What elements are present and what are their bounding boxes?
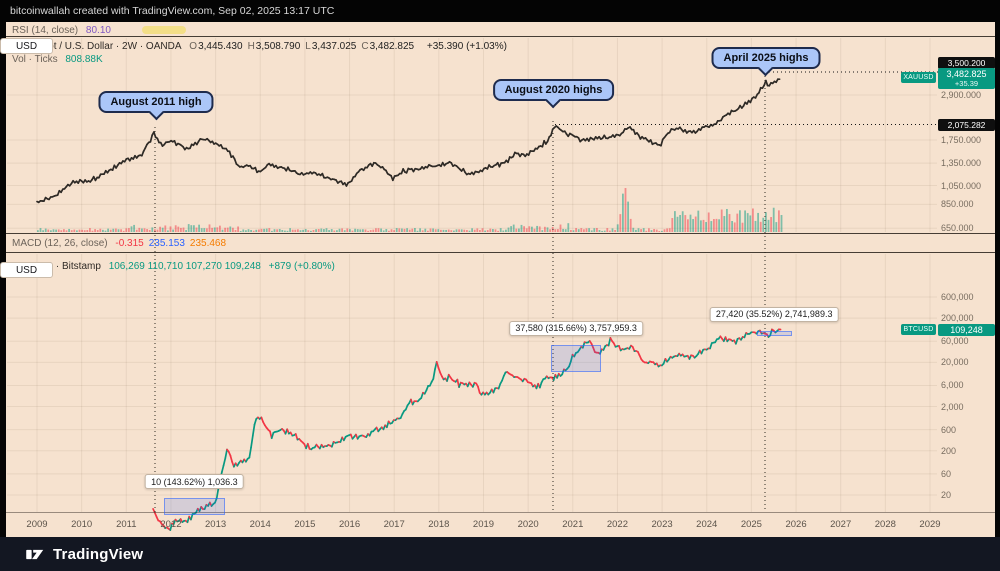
time-axis-year: 2028 [874,519,896,530]
gold-high-level-tag: 3,500.200 [938,57,995,69]
gold-vol-value: 808.88K [65,54,103,65]
time-axis-year: 2025 [740,519,762,530]
price-range-box[interactable] [164,498,225,516]
price-range-box[interactable] [756,330,792,337]
tradingview-wordmark[interactable]: TradingView [53,545,144,563]
annotation-callout[interactable]: April 2025 highs [711,47,821,77]
legend-macd[interactable]: MACD (12, 26, close) -0.315 235.153 235.46… [12,238,236,249]
gold-ohlc-key: L [305,41,311,52]
gold-vol-label: Vol · Ticks [12,54,58,65]
gold-ohlc-key: H [247,41,255,52]
btc-axis-tick: 60 [941,468,952,479]
pane-separator-rsi[interactable] [6,36,995,37]
btc-axis-tick: 20,000 [941,357,969,368]
time-axis-year: 2017 [383,519,405,530]
gold-axis-tick: 850.000 [941,199,974,210]
time-axis-year: 2024 [696,519,718,530]
legend-btc[interactable]: BTCUSD · Bitstamp 106,269 110,710 107,27… [12,261,340,272]
attribution-bar: bitcoinwallah created with TradingView.c… [0,0,1000,22]
time-axis-year: 2022 [606,519,629,530]
time-axis-year: 2016 [338,519,361,530]
btc-axis-tick: 200,000 [941,313,974,324]
gold-last-price-tag: 3,482.825 +35.39 [938,68,995,89]
gold-ohlc-value: 3,508.790 [255,41,301,52]
gold-ohlc-key: O [189,41,198,52]
btc-ohlc-values: 106,269 110,710 107,270 109,248 [108,261,261,272]
currency-button-gold[interactable]: USD [0,38,53,54]
btc-last-price-tag: 109,248 [938,323,995,336]
macd-value: 235.153 [148,238,185,249]
time-axis-year: 2023 [651,519,673,530]
rsi-label: RSI (14, close) [12,25,79,36]
gold-2020-level-tag: 2,075.282 [938,118,995,131]
btc-symbol-title: BTCUSD · Bitstamp [12,261,101,272]
price-range-label[interactable]: 37,580 (315.66%) 3,757,959.3 [509,320,643,336]
legend-gold[interactable]: Gold Spot / U.S. Dollar · 2W · OANDA O3,… [12,41,512,52]
right-frame [995,22,1000,537]
btc-axis-tick: 600,000 [941,292,974,302]
pane-separator-macd[interactable] [6,252,995,253]
annotation-callout[interactable]: August 2011 high [98,91,214,121]
macd-value: 235.468 [189,238,227,249]
time-axis-year: 2013 [205,519,227,530]
gold-axis-tick: 650.000 [941,223,974,234]
macd-value: -0.315 [115,238,144,249]
time-axis-year: 2011 [116,519,137,530]
btc-axis-tick: 200 [941,445,957,456]
time-axis-year: 2012 [160,519,182,530]
time-axis-year: 2010 [71,519,93,530]
time-axis-year: 2014 [249,519,271,530]
btc-axis-tick: 60,000 [941,336,969,347]
rsi-value: 80.10 [85,25,111,36]
price-range-label[interactable]: 27,420 (35.52%) 2,741,989.3 [709,306,839,322]
attribution-text: bitcoinwallah created with TradingView.c… [10,5,335,17]
gold-axis-tick: 2,900.000 [941,90,982,100]
btc-symbol-tag: BTCUSD [901,324,936,336]
gold-ohlc-value: 3,482.825 [369,41,415,52]
time-axis-year: 2019 [472,519,495,530]
time-axis-year: 2021 [562,519,584,530]
gold-ohlc-key: C [361,41,369,52]
btc-change: +879 (+0.80%) [268,261,335,272]
legend-rsi[interactable]: RSI (14, close) 80.10 [12,25,116,36]
legend-gold-volume[interactable]: Vol · Ticks 808.88K [12,54,108,65]
time-axis-year: 2027 [830,519,852,530]
time-axis-year: 2015 [294,519,316,530]
tradingview-logo-icon[interactable] [26,546,45,563]
btc-axis-tick: 6,000 [941,380,964,391]
price-range-label[interactable]: 10 (143.62%) 1,036.3 [145,474,244,490]
time-axis-year: 2020 [517,519,539,530]
time-axis-year: 2026 [785,519,807,530]
time-axis-year: 2018 [428,519,450,530]
gold-ohlc-value: 3,437.025 [311,41,357,52]
annotation-callout[interactable]: August 2020 highs [492,79,615,109]
gold-axis-tick: 1,050.000 [941,180,982,191]
gold-change: +35.390 (+1.03%) [426,41,507,52]
btc-axis-tick: 2,000 [941,401,964,412]
gold-ohlc-value: 3,445.430 [198,41,243,52]
btc-axis-tick: 20 [941,489,952,500]
gold-symbol-title: Gold Spot / U.S. Dollar · 2W · OANDA [12,41,182,52]
time-axis-year: 2009 [26,519,48,530]
btc-axis-tick: 600 [941,424,957,435]
gold-axis-tick: 1,350.000 [941,158,982,169]
price-range-box[interactable] [551,344,601,373]
gold-axis-tick: 1,750.000 [941,135,982,146]
pane-separator-gold[interactable] [6,233,995,234]
footer-bar: TradingView [0,537,1000,571]
time-axis-year: 2029 [919,519,941,530]
macd-label: MACD (12, 26, close) [12,238,108,249]
gold-symbol-tag: XAUUSD [901,72,936,83]
pane-separator-axis[interactable] [6,512,995,513]
left-frame [0,22,6,537]
currency-button-btc[interactable]: USD [0,262,53,278]
rsi-sparkline [142,26,186,34]
